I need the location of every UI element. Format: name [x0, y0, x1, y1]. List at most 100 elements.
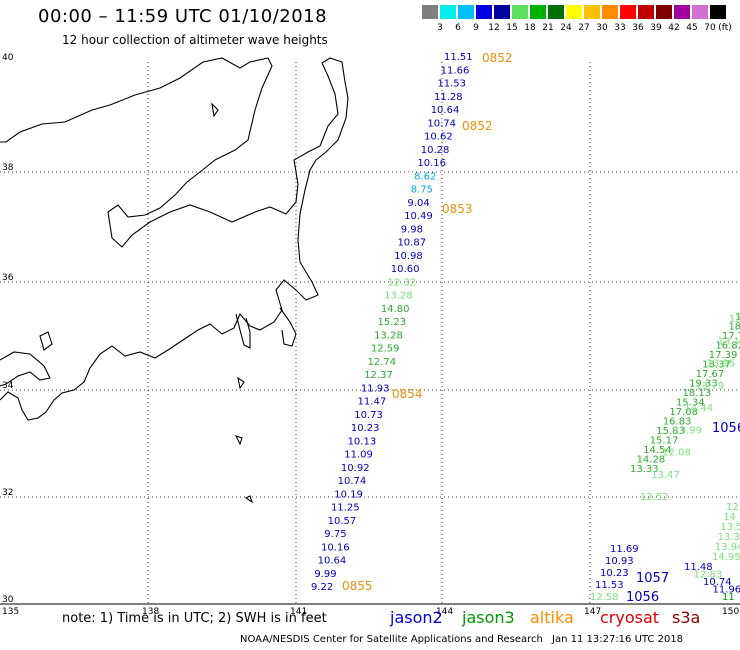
wave-height-value: 13.10 — [718, 336, 740, 347]
wave-height-value: 13.5 — [720, 522, 740, 533]
scale-swatch — [422, 5, 438, 19]
wave-height-value: 13.28 — [384, 291, 413, 302]
wave-height-value: 13.99 — [673, 425, 702, 436]
scale-swatch — [584, 5, 600, 19]
wave-height-value: 10.74 — [427, 118, 456, 129]
wave-height-value: 10.74 — [338, 476, 367, 487]
scale-swatch — [656, 5, 672, 19]
scale-swatch — [476, 5, 492, 19]
wave-height-value: 14.80 — [381, 304, 410, 315]
wave-height-value: 11.25 — [331, 503, 360, 514]
graticule — [0, 62, 740, 604]
wave-height-value: 16 — [735, 312, 740, 323]
scale-unit: (ft) — [718, 23, 732, 33]
wave-height-value: 10.64 — [318, 556, 347, 567]
wave-height-value: 10.98 — [394, 251, 423, 262]
wave-height-value: 13.94 — [715, 542, 740, 553]
scale-label: 42 — [668, 23, 680, 33]
scale-swatch — [620, 5, 636, 19]
wave-height-value: 9.04 — [407, 198, 429, 209]
wave-height-value: 18.13 — [683, 388, 712, 399]
wave-height-value: 17.67 — [696, 369, 725, 380]
wave-height-value: 11.09 — [344, 450, 373, 461]
scale-swatch — [548, 5, 564, 19]
scale-label: 70 — [704, 23, 716, 33]
wave-height-value: 13.47 — [651, 470, 680, 481]
awaji-island — [39, 331, 53, 351]
scale-label: 24 — [560, 23, 572, 33]
latitude-label: 38 — [2, 163, 14, 173]
wave-height-value: 10.60 — [391, 264, 420, 275]
generated-timestamp: Jan 11 13:27:16 UTC 2018 — [552, 634, 684, 645]
chart-title: 00:00 – 11:59 UTC 01/10/2018 — [38, 6, 328, 27]
credit-text: NOAA/NESDIS Center for Satellite Applica… — [240, 634, 543, 645]
wave-height-value: 10.64 — [431, 105, 460, 116]
longitude-label: 135 — [2, 607, 19, 617]
pass-time-label: 0852 — [482, 51, 513, 65]
wave-height-value: 11 — [722, 592, 735, 603]
scale-swatch — [674, 5, 690, 19]
wave-height-value: 13.28 — [374, 330, 403, 341]
wave-height-value: 8.62 — [414, 171, 436, 182]
wave-height-value: 16.82 — [715, 341, 740, 352]
wave-height-value: 11.93 — [361, 383, 390, 394]
wave-height-value: 10.62 — [424, 132, 453, 143]
wave-height-value: 10.13 — [348, 436, 377, 447]
wave-height-value: 10.28 — [421, 145, 450, 156]
wave-height-value: 14.44 — [684, 403, 713, 414]
wave-height-value: 13.79 — [696, 381, 725, 392]
pass-time-label: 1056 — [626, 590, 659, 605]
wave-height-value: 18.37 — [702, 360, 731, 371]
pass-time-label: 0854 — [392, 387, 423, 401]
longitude-label: 144 — [436, 607, 453, 617]
scale-swatch — [512, 5, 528, 19]
wave-height-value: 13.31 — [718, 532, 740, 543]
scale-label: 39 — [650, 23, 662, 33]
wave-height-value: 11.51 — [444, 52, 473, 63]
wave-height-value: 10.74 — [703, 577, 732, 588]
wave-height-value: 14.54 — [643, 445, 672, 456]
pass-time-label: 0852 — [462, 119, 493, 133]
wave-height-value: 11.28 — [434, 92, 463, 103]
boso-peninsula — [279, 307, 297, 347]
wave-height-value: 10.93 — [605, 556, 634, 567]
altimeter-tracks: 11.51 11.66 11.53 11.28 10.64 10.74 10.62 10.28… — [311, 51, 740, 605]
wave-height-value: 17.08 — [669, 407, 698, 418]
scale-swatch — [458, 5, 474, 19]
wave-height-value: 17.7 — [722, 331, 740, 342]
wave-height-value: 11.48 — [684, 562, 713, 573]
satellite-name: s3a — [672, 608, 701, 627]
longitude-label: 141 — [290, 607, 307, 617]
latitude-label: 36 — [2, 273, 14, 283]
note-text: note: 1) Time is in UTC; 2) SWH is in fe… — [62, 611, 327, 626]
wave-height-value: 12.58 — [590, 592, 619, 603]
latitude-label: 34 — [2, 381, 14, 391]
wave-height-value: 19.33 — [689, 379, 718, 390]
satellite-name: jason3 — [462, 608, 515, 627]
scale-label: 15 — [506, 23, 518, 33]
wave-height-value: 10.16 — [321, 542, 350, 553]
satellite-name: cryosat — [600, 608, 660, 627]
wave-height-value: 8.75 — [411, 185, 433, 196]
sado-island — [211, 102, 219, 118]
wave-height-value: 9.22 — [311, 582, 333, 593]
scale-swatch — [530, 5, 546, 19]
wave-height-value: 18 — [728, 322, 740, 333]
oshima-island — [237, 376, 245, 390]
pass-time-label: 1056 — [712, 421, 740, 436]
hachijo-island — [244, 495, 254, 504]
wave-height-value: 10.92 — [341, 463, 370, 474]
latitude-label: 30 — [2, 595, 14, 605]
miyake-island — [234, 435, 243, 446]
wave-height-value: 12.32 — [387, 277, 416, 288]
wave-height-value: 10.49 — [404, 211, 433, 222]
wave-height-value: 10.73 — [354, 410, 383, 421]
scale-swatch — [638, 5, 654, 19]
pass-time-label: 0853 — [442, 202, 473, 216]
wave-height-value: 13.95 — [707, 359, 736, 370]
scale-label: 45 — [686, 23, 698, 33]
wave-height-value: 10.16 — [417, 158, 446, 169]
wave-height-value: 15.34 — [676, 398, 705, 409]
wave-height-value: 16.83 — [663, 417, 692, 428]
wave-height-value: 12.08 — [662, 448, 691, 459]
